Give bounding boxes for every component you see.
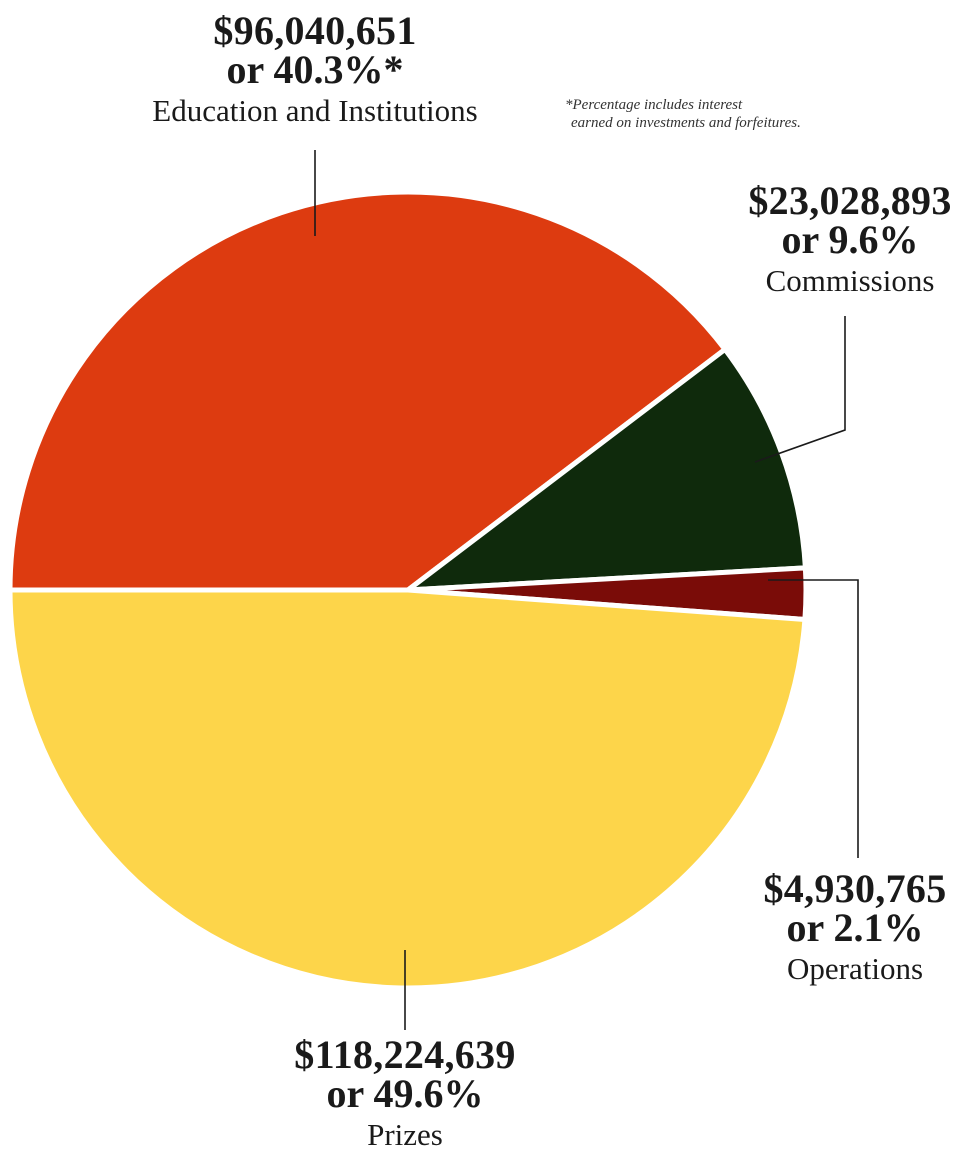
category-education: Education and Institutions — [152, 93, 478, 128]
category-operations: Operations — [786, 951, 924, 986]
percent-commissions: or 9.6% — [781, 217, 919, 262]
amount-education: $96,040,651 — [213, 8, 417, 53]
percent-education: or 40.3%* — [226, 47, 404, 92]
label-commissions: $23,028,893 or 9.6% Commissions — [725, 178, 971, 300]
percent-operations: or 2.1% — [786, 905, 924, 950]
label-education: $96,040,651 or 40.3%* Education and Inst… — [95, 8, 535, 130]
label-operations: $4,930,765 or 2.1% Operations — [740, 866, 970, 988]
amount-prizes: $118,224,639 — [294, 1032, 516, 1077]
footnote-line1: *Percentage includes interest — [565, 97, 743, 113]
amount-operations: $4,930,765 — [763, 866, 947, 911]
leader-operations — [768, 579, 859, 858]
slice-prizes — [7, 587, 808, 991]
slice-education — [7, 189, 728, 593]
percent-prizes: or 49.6% — [326, 1071, 484, 1116]
category-commissions: Commissions — [765, 263, 935, 298]
label-prizes: $118,224,639 or 49.6% Prizes — [255, 1032, 555, 1154]
amount-commissions: $23,028,893 — [748, 178, 952, 223]
footnote-line2: earned on investments and forfeitures. — [571, 115, 801, 131]
category-prizes: Prizes — [367, 1117, 443, 1152]
footnote: *Percentage includes interest earned on … — [565, 96, 801, 132]
leader-commissions — [754, 316, 846, 463]
